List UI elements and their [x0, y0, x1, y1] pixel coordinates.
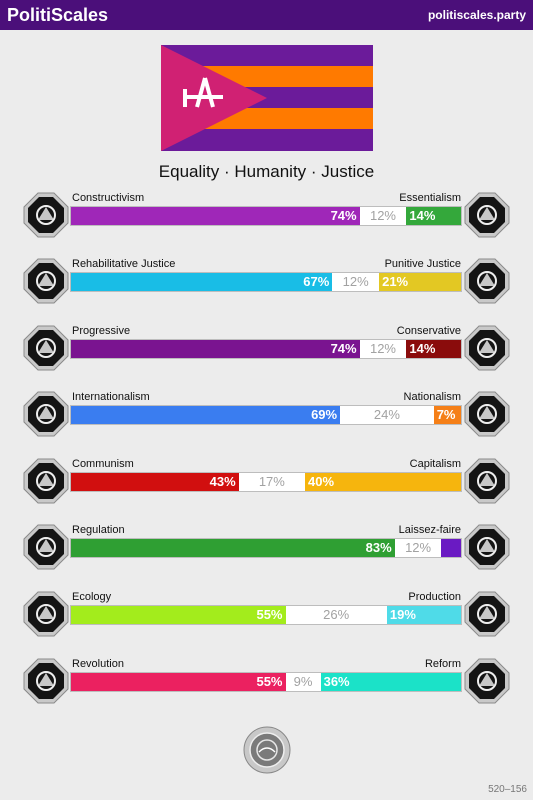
seal-icon[interactable]	[243, 726, 291, 774]
axis-right-segment	[441, 539, 461, 557]
axis-neutral-percent: 12%	[359, 340, 407, 358]
axis-right-percent: 40%	[307, 474, 335, 489]
footer-code: 520–156	[488, 784, 527, 795]
axis-row: Communism Capitalism 43% 17% 40%	[0, 458, 533, 524]
factory-icon[interactable]	[464, 591, 510, 637]
axis-left-segment: 43%	[71, 473, 239, 491]
axis-left-label: Regulation	[72, 524, 125, 536]
axis-bar: 69% 24% 7%	[70, 405, 462, 425]
axis-row: Ecology Production 55% 26% 19%	[0, 591, 533, 657]
axis-neutral-percent: 24%	[340, 406, 434, 424]
axis-left-percent: 55%	[256, 674, 283, 689]
axis-bar: 83% 12%	[70, 538, 462, 558]
axis-right-label: Reform	[424, 658, 461, 670]
reform-tent-icon[interactable]	[464, 658, 510, 704]
handshake-icon[interactable]	[23, 258, 69, 304]
axis-right-segment: 7%	[433, 406, 461, 424]
site-url[interactable]: politiscales.party	[427, 8, 526, 22]
axis-left-label: Rehabilitative Justice	[72, 258, 176, 270]
axis-neutral-percent: 17%	[238, 473, 305, 491]
progressive-icon[interactable]	[23, 325, 69, 371]
axis-left-percent: 43%	[209, 474, 236, 489]
axis-right-segment: 40%	[304, 473, 461, 491]
axis-row: Revolution Reform 55% 9% 36%	[0, 658, 533, 724]
flag-icon[interactable]	[464, 391, 510, 437]
axis-bar: 67% 12% 21%	[70, 272, 462, 292]
axis-left-segment: 55%	[71, 673, 286, 691]
axis-neutral-percent: 26%	[285, 606, 387, 624]
slogan: Equality · Humanity · Justice	[158, 162, 375, 181]
axis-bar: 55% 26% 19%	[70, 605, 462, 625]
axis-neutral-percent: 9%	[285, 673, 321, 691]
axis-left-segment: 74%	[71, 207, 360, 225]
axis-left-label: Communism	[72, 458, 134, 470]
brand-title[interactable]: PolitiScales	[7, 5, 109, 25]
axis-right-label: Laissez-faire	[398, 524, 461, 536]
prison-bars-icon[interactable]	[464, 258, 510, 304]
axis-right-label: Nationalism	[403, 391, 461, 403]
leaf-icon[interactable]	[23, 591, 69, 637]
axis-bar: 43% 17% 40%	[70, 472, 462, 492]
axis-neutral-percent: 12%	[332, 273, 380, 291]
axis-row: Progressive Conservative 74% 12% 14%	[0, 325, 533, 391]
axis-left-percent: 74%	[330, 208, 357, 223]
axis-left-label: Internationalism	[72, 391, 150, 403]
axis-right-label: Punitive Justice	[384, 258, 461, 270]
conservative-icon[interactable]	[464, 325, 510, 371]
axis-row: Regulation Laissez-faire 83% 12%	[0, 524, 533, 590]
axis-right-segment: 14%	[406, 207, 461, 225]
axis-left-percent: 55%	[256, 607, 283, 622]
axis-right-percent: 14%	[409, 341, 436, 356]
axis-left-percent: 83%	[365, 540, 392, 555]
axis-left-percent: 67%	[303, 274, 330, 289]
axis-left-segment: 69%	[71, 406, 341, 424]
axis-bar: 74% 12% 14%	[70, 339, 462, 359]
globe-icon[interactable]	[23, 391, 69, 437]
hammer-sickle-icon[interactable]	[23, 458, 69, 504]
axis-bar: 74% 12% 14%	[70, 206, 462, 226]
flag-symbol-icon	[183, 77, 223, 108]
ideology-flag	[161, 45, 373, 151]
axis-right-percent: 7%	[436, 407, 456, 422]
axis-row: Internationalism Nationalism 69% 24% 7%	[0, 391, 533, 457]
axis-right-segment: 21%	[379, 273, 461, 291]
axis-left-percent: 69%	[311, 407, 338, 422]
axis-right-label: Conservative	[396, 325, 461, 337]
axis-bar: 55% 9% 36%	[70, 672, 462, 692]
axis-right-segment: 14%	[406, 340, 461, 358]
axis-neutral-percent: 12%	[394, 539, 442, 557]
essentialism-icon[interactable]	[464, 192, 510, 238]
axis-right-percent: 21%	[382, 274, 409, 289]
axis-left-percent: 74%	[330, 341, 357, 356]
axis-left-label: Constructivism	[72, 192, 145, 204]
axis-left-segment: 83%	[71, 539, 395, 557]
axis-left-label: Revolution	[72, 658, 124, 670]
axis-row: Rehabilitative Justice Punitive Justice 67…	[0, 258, 533, 324]
top-bar: PolitiScales politiscales.party	[0, 0, 533, 30]
axis-left-segment: 74%	[71, 340, 360, 358]
axis-right-segment: 19%	[386, 606, 461, 624]
axis-right-label: Essentialism	[399, 192, 461, 204]
constructivism-icon[interactable]	[23, 192, 69, 238]
axis-right-label: Capitalism	[409, 458, 461, 470]
axis-right-percent: 36%	[323, 674, 350, 689]
axis-left-label: Progressive	[72, 325, 131, 337]
axis-left-segment: 67%	[71, 273, 333, 291]
axis-right-percent: 14%	[409, 208, 436, 223]
regulation-icon[interactable]	[23, 524, 69, 570]
revolution-fist-icon[interactable]	[23, 658, 69, 704]
axis-right-label: Production	[408, 591, 461, 603]
axis-left-segment: 55%	[71, 606, 286, 624]
axis-right-segment: 36%	[320, 673, 461, 691]
axis-neutral-percent: 12%	[359, 207, 407, 225]
axis-left-label: Ecology	[72, 591, 112, 603]
money-bag-icon[interactable]	[464, 458, 510, 504]
axis-right-percent: 19%	[389, 607, 416, 622]
axis-row: Constructivism Essentialism 74% 12% 14%	[0, 192, 533, 258]
butterfly-icon[interactable]	[464, 524, 510, 570]
